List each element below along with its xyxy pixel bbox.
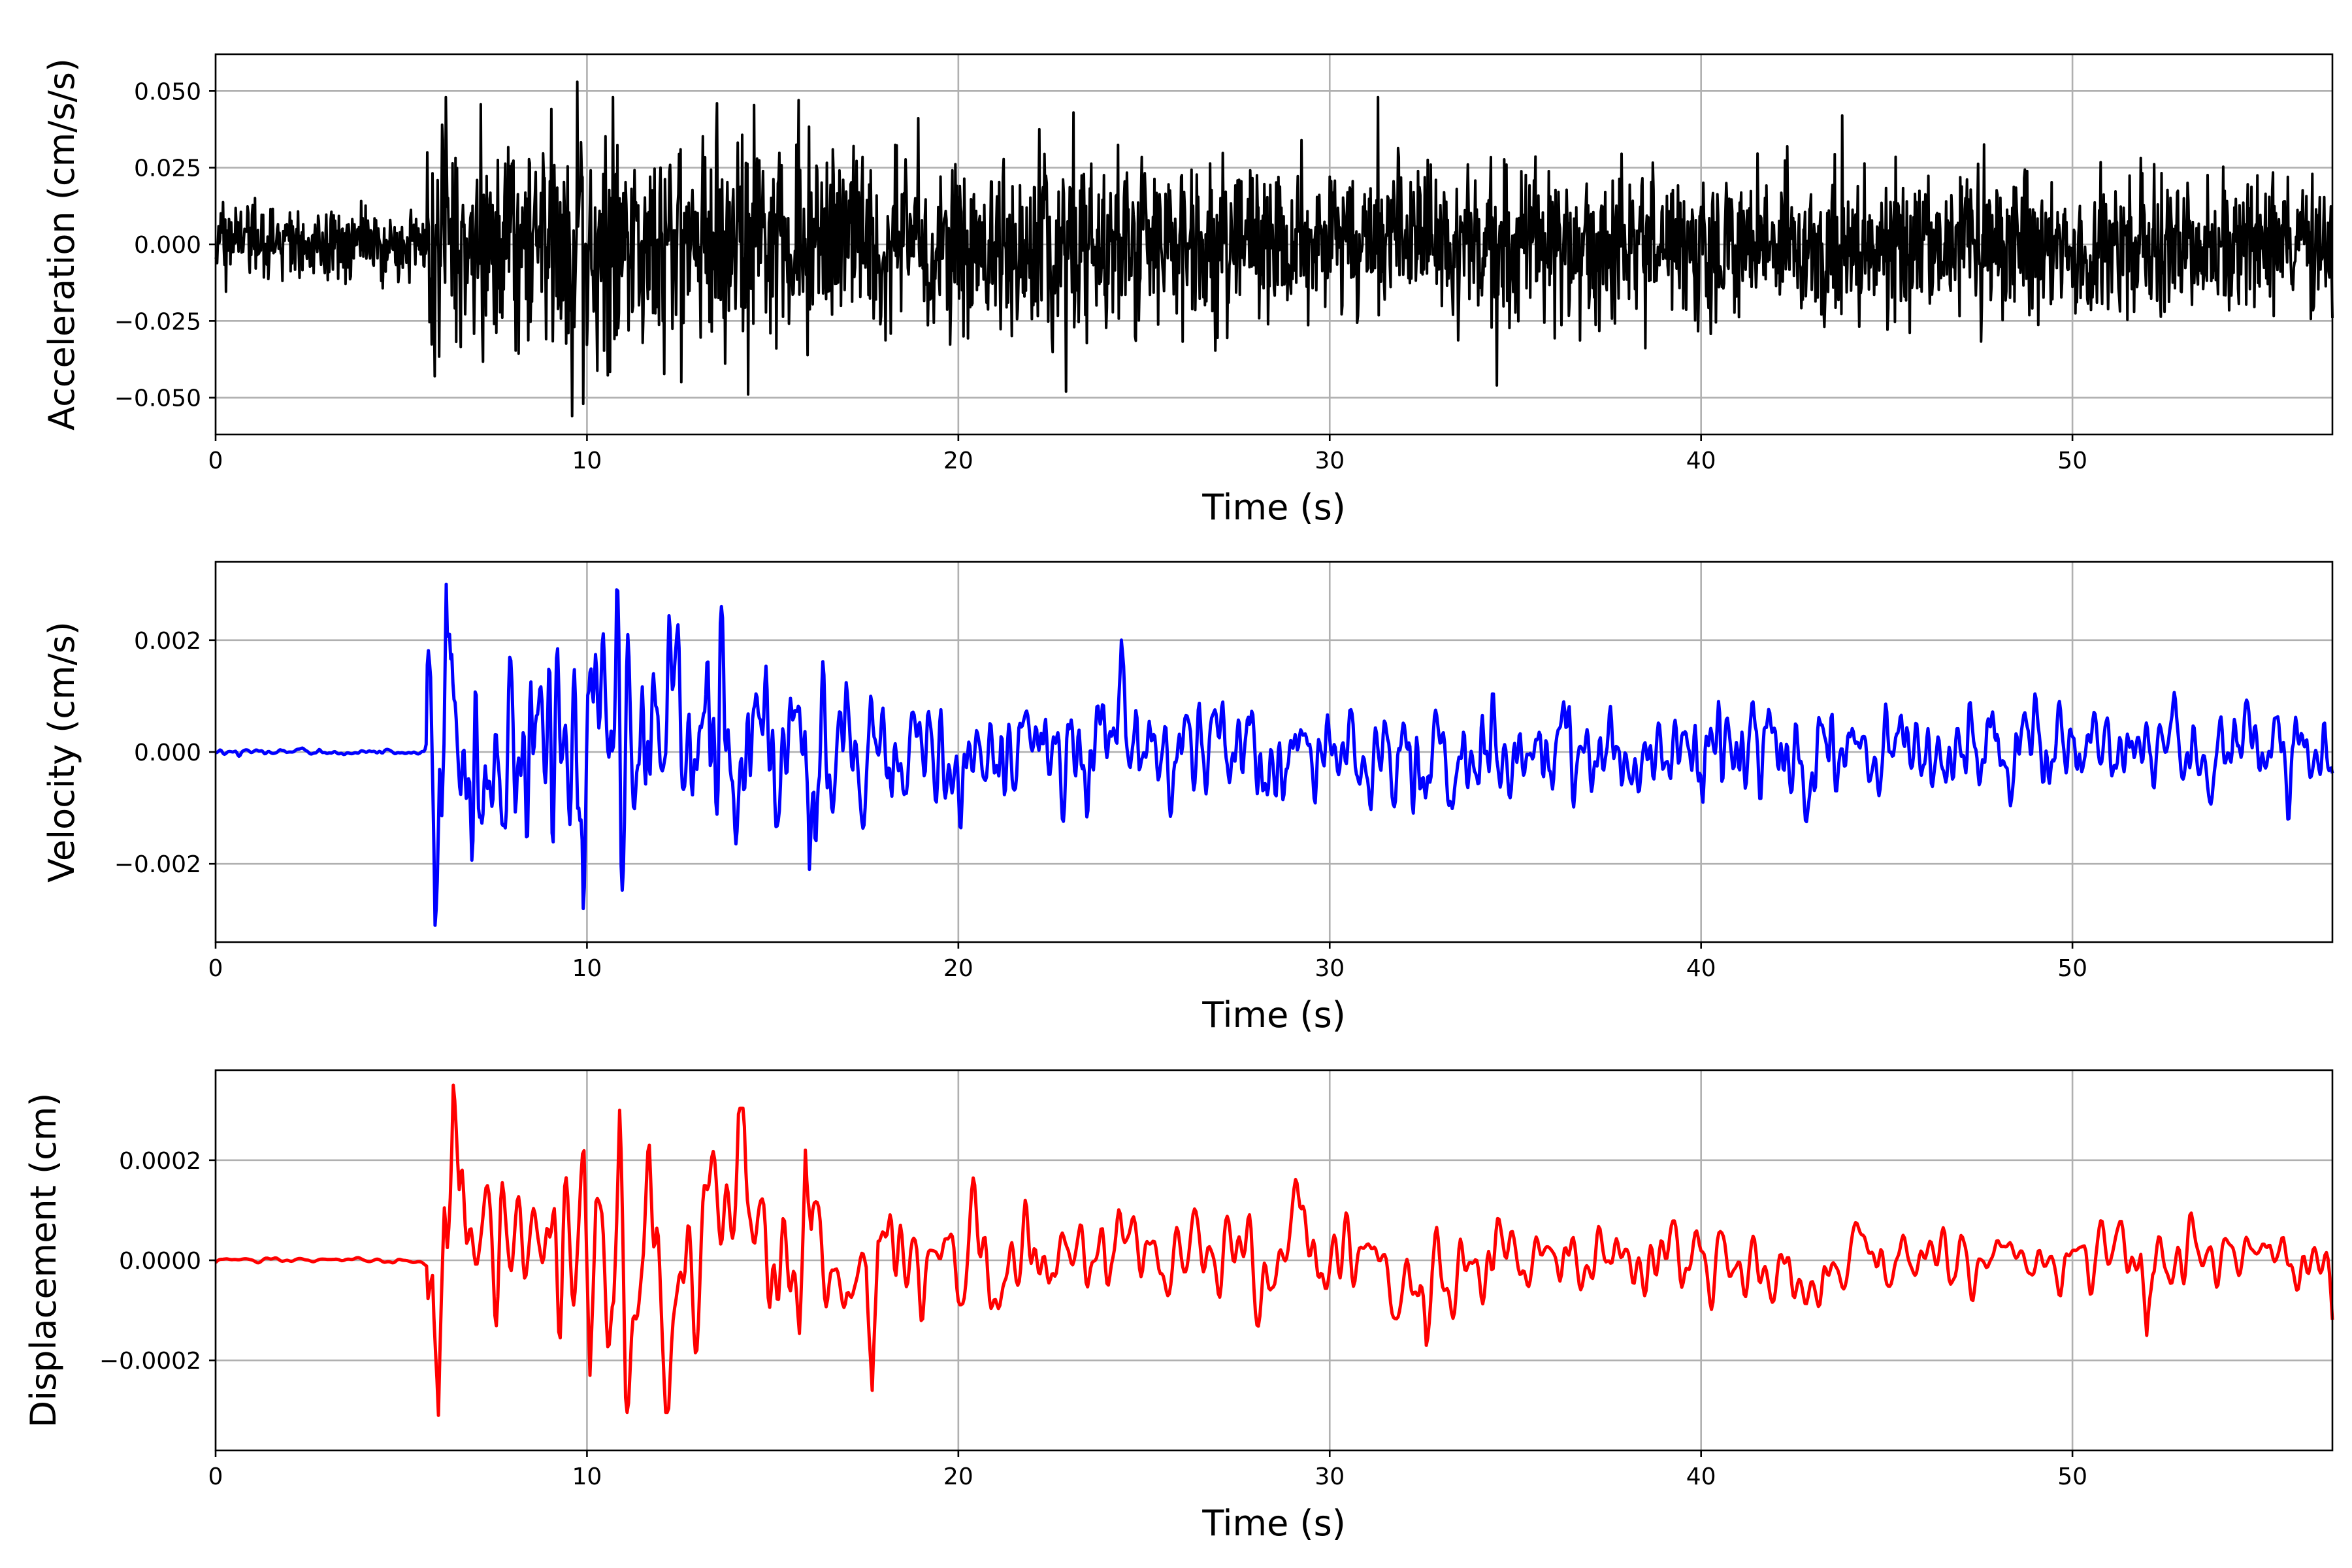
acceleration-x-tick-label: 10 xyxy=(572,448,602,474)
velocity-x-tick-label: 20 xyxy=(943,955,973,982)
velocity-x-tick-label: 40 xyxy=(1686,955,1716,982)
velocity-trace xyxy=(215,582,2334,927)
velocity-x-axis-title: Time (s) xyxy=(1201,994,1346,1036)
velocity-x-tick-label: 0 xyxy=(208,955,223,982)
displacement-ticks: 0 10 20 30 40 50 −0.0002 0.0000 0.0002 xyxy=(99,1148,2087,1490)
displacement-trace xyxy=(214,1083,2334,1417)
displacement-x-tick-label: 10 xyxy=(572,1463,602,1490)
displacement-grid xyxy=(214,1070,2332,1450)
acceleration-x-tick-label: 50 xyxy=(2057,448,2087,474)
acceleration-ticks: 0 10 20 30 40 50 −0.050 −0.025 0.000 0.025 0.050 xyxy=(114,78,2087,474)
velocity-x-tick-label: 30 xyxy=(1315,955,1345,982)
velocity-grid xyxy=(214,562,2332,942)
acceleration-x-tick-label: 30 xyxy=(1315,448,1345,474)
acceleration-x-axis-title: Time (s) xyxy=(1201,487,1346,528)
velocity-y-tick-label: −0.002 xyxy=(114,851,201,878)
displacement-x-tick-label: 0 xyxy=(208,1463,223,1490)
acceleration-x-tick-label: 20 xyxy=(943,448,973,474)
velocity-ticks: 0 10 20 30 40 50 −0.002 0.000 0.002 xyxy=(114,628,2087,982)
velocity-x-tick-label: 50 xyxy=(2057,955,2087,982)
displacement-x-axis-title: Time (s) xyxy=(1201,1503,1346,1544)
velocity-panel: 0 10 20 30 40 50 −0.002 0.000 0.002 Time (s) Vel… xyxy=(41,561,2334,1036)
velocity-y-axis-title: Velocity (cm/s) xyxy=(41,621,82,883)
displacement-y-tick-label: 0.0002 xyxy=(119,1148,201,1175)
displacement-x-tick-label: 20 xyxy=(943,1463,973,1490)
acceleration-panel: 0 10 20 30 40 50 −0.050 −0.025 0.000 0.025 0.050 T… xyxy=(41,53,2334,528)
acceleration-x-tick-label: 0 xyxy=(208,448,223,474)
acceleration-x-tick-label: 40 xyxy=(1686,448,1716,474)
displacement-y-axis-title: Displacement (cm) xyxy=(23,1093,64,1428)
acceleration-trace xyxy=(214,80,2334,417)
acceleration-y-tick-label: −0.025 xyxy=(114,308,201,335)
acceleration-y-tick-label: 0.000 xyxy=(134,232,201,259)
acceleration-y-tick-label: 0.025 xyxy=(134,155,201,182)
acceleration-y-tick-label: 0.050 xyxy=(134,78,201,105)
acceleration-y-tick-label: −0.050 xyxy=(114,385,201,412)
velocity-y-tick-label: 0.002 xyxy=(134,628,201,655)
velocity-y-tick-label: 0.000 xyxy=(134,740,201,766)
displacement-x-tick-label: 50 xyxy=(2057,1463,2087,1490)
displacement-y-tick-label: 0.0000 xyxy=(119,1248,201,1275)
acceleration-y-axis-title: Acceleration (cm/s/s) xyxy=(41,58,82,431)
velocity-x-tick-label: 10 xyxy=(572,955,602,982)
displacement-x-tick-label: 30 xyxy=(1315,1463,1345,1490)
displacement-x-tick-label: 40 xyxy=(1686,1463,1716,1490)
displacement-y-tick-label: −0.0002 xyxy=(99,1348,201,1375)
